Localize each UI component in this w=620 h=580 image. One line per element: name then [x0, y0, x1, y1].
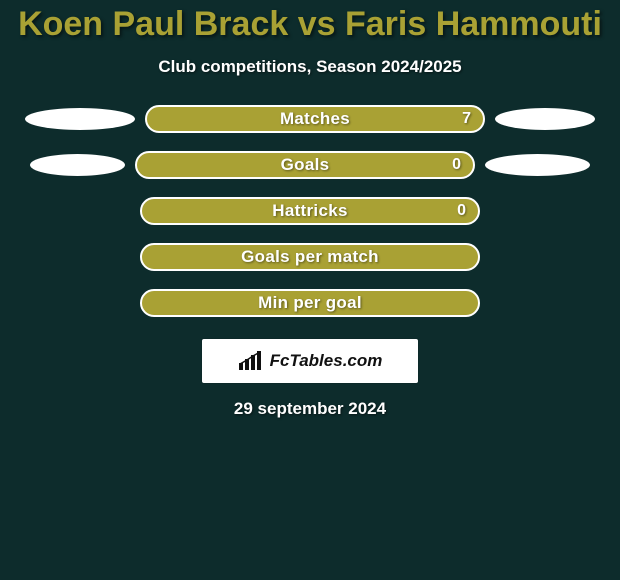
stat-row: Matches 7 — [0, 105, 620, 133]
stat-label: Matches — [280, 109, 350, 129]
stat-row: Goals per match — [0, 243, 620, 271]
stat-row: Min per goal — [0, 289, 620, 317]
stat-bar: Goals 0 — [135, 151, 475, 179]
stat-value: 7 — [462, 110, 471, 128]
right-oval — [495, 108, 595, 130]
subtitle: Club competitions, Season 2024/2025 — [158, 57, 461, 77]
stat-label: Goals per match — [241, 247, 379, 267]
stat-value: 0 — [452, 156, 461, 174]
stat-bar: Matches 7 — [145, 105, 485, 133]
stat-label: Min per goal — [258, 293, 362, 313]
bars-icon — [238, 351, 264, 371]
page-title: Koen Paul Brack vs Faris Hammouti — [8, 6, 612, 43]
stat-bar: Goals per match — [140, 243, 480, 271]
logo-text: FcTables.com — [270, 351, 383, 371]
stat-label: Goals — [281, 155, 330, 175]
stats-chart: Matches 7 Goals 0 Hattricks 0 Goals — [0, 105, 620, 317]
left-oval — [25, 108, 135, 130]
stat-row: Hattricks 0 — [0, 197, 620, 225]
logo-inner: FcTables.com — [238, 351, 383, 371]
stat-value: 0 — [457, 202, 466, 220]
stat-label: Hattricks — [272, 201, 347, 221]
stat-bar: Min per goal — [140, 289, 480, 317]
right-oval — [485, 154, 590, 176]
source-logo: FcTables.com — [202, 339, 418, 383]
stat-row: Goals 0 — [0, 151, 620, 179]
stat-bar: Hattricks 0 — [140, 197, 480, 225]
left-oval — [30, 154, 125, 176]
date-text: 29 september 2024 — [234, 399, 386, 419]
comparison-infographic: Koen Paul Brack vs Faris Hammouti Club c… — [0, 0, 620, 580]
